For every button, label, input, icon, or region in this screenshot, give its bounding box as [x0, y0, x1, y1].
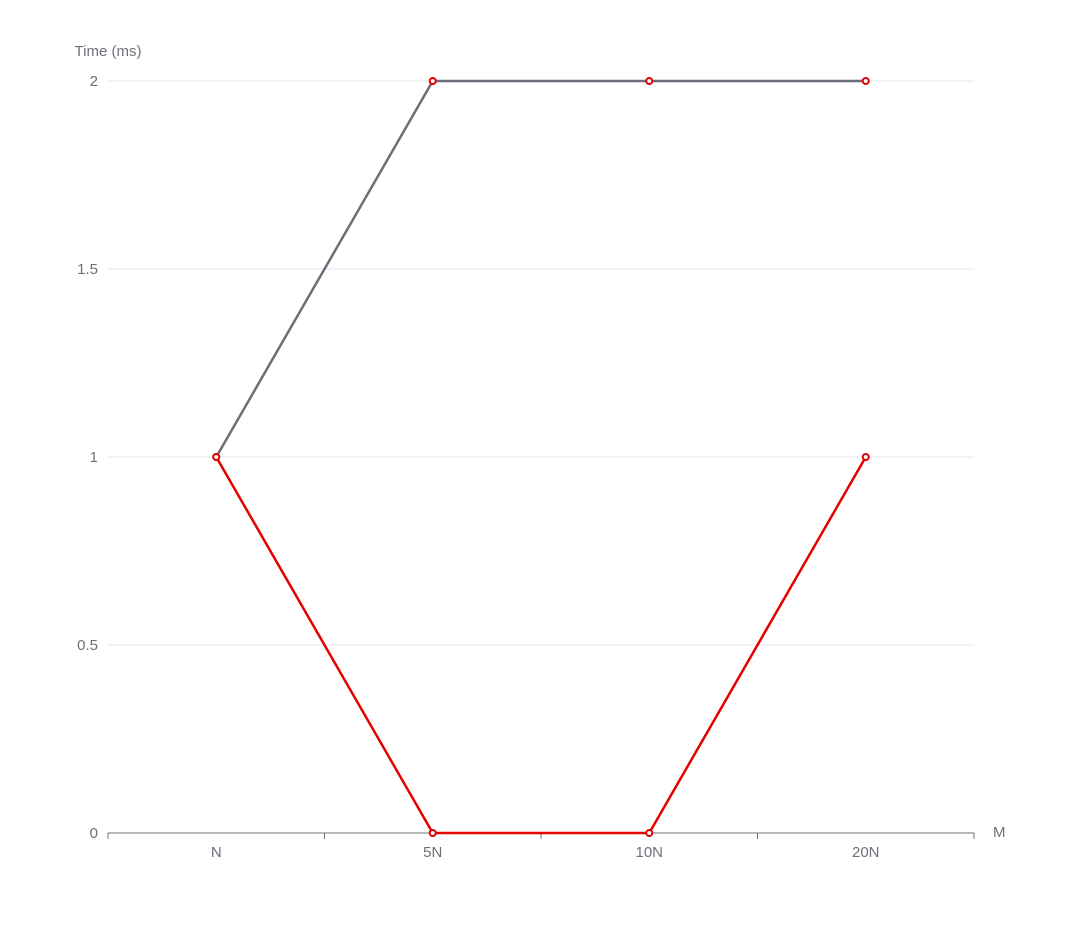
series-line — [215, 456, 867, 835]
axis-labels: Time (ms) M 0 0.5 1 1.5 2 N 5N 10N 20N — [75, 43, 1006, 861]
series-lines — [215, 79, 867, 835]
x-tick-label: N — [211, 844, 222, 861]
series-line — [215, 79, 866, 458]
data-point — [212, 453, 221, 461]
y-axis-title: Time (ms) — [75, 43, 142, 60]
x-tick-label: 5N — [423, 844, 442, 861]
data-point — [428, 829, 437, 837]
y-tick-label: 1 — [90, 449, 98, 466]
y-tick-label: 0.5 — [77, 637, 98, 654]
data-point — [861, 77, 870, 85]
data-point — [861, 453, 870, 461]
y-tick-label: 2 — [90, 73, 98, 90]
data-point — [428, 77, 437, 85]
data-markers — [212, 77, 870, 837]
x-axis-title: M — [993, 824, 1006, 841]
x-tick-label: 20N — [852, 844, 880, 861]
y-tick-label: 0 — [90, 825, 98, 842]
data-point — [645, 829, 654, 837]
y-tick-label: 1.5 — [77, 261, 98, 278]
x-tick-label: 10N — [635, 844, 663, 861]
data-point — [645, 77, 654, 85]
grid-lines — [108, 80, 974, 646]
